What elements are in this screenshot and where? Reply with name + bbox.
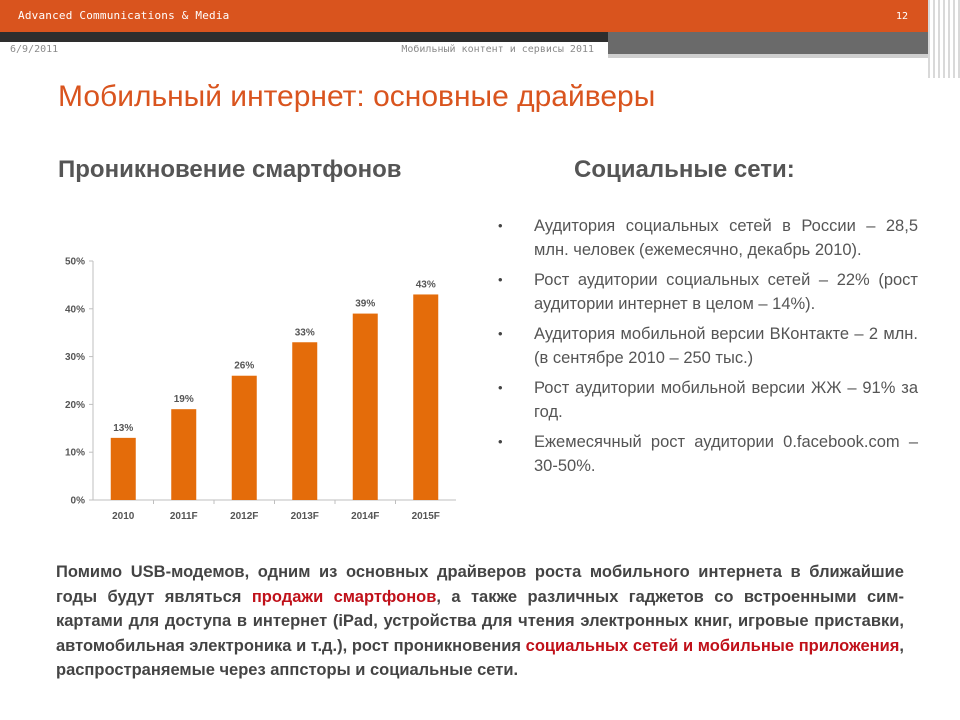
- info-line: 6/9/2011 Мобильный контент и сервисы 201…: [0, 42, 608, 60]
- decorative-dark-bar: [0, 32, 608, 42]
- x-tick-label: 2013F: [291, 511, 319, 522]
- slide-date: 6/9/2011: [10, 44, 59, 55]
- data-label: 19%: [174, 394, 194, 405]
- bullet-dot-icon: •: [498, 272, 503, 287]
- y-tick-label: 50%: [65, 257, 85, 268]
- data-label: 13%: [113, 423, 133, 434]
- decorative-gray-bar: [608, 32, 928, 54]
- social-bullet-text: Ежемесячный рост аудитории 0.facebook.co…: [534, 433, 918, 475]
- social-heading: Социальные сети:: [574, 156, 795, 183]
- data-label: 39%: [355, 299, 375, 310]
- bar: [231, 375, 257, 500]
- social-bullet-text: Аудитория мобильной версии ВКонтакте – 2…: [534, 325, 918, 367]
- y-tick-label: 0%: [71, 496, 86, 507]
- x-tick-label: 2010: [112, 511, 135, 522]
- data-label: 26%: [234, 361, 254, 372]
- social-bullet-text: Аудитория социальных сетей в России – 28…: [534, 217, 918, 259]
- smartphone-penetration-chart: 0% 10% 20% 30% 40% 50% 13% 2010 19% 2011F 26% 2012F…: [65, 257, 456, 522]
- bullet-dot-icon: •: [498, 326, 503, 341]
- data-label: 43%: [416, 279, 436, 290]
- x-tick-label: 2011F: [170, 511, 198, 522]
- decorative-light-bar: [608, 54, 928, 58]
- bullet-dot-icon: •: [498, 380, 503, 395]
- social-bullet-item: • Рост аудитории социальных сетей – 22% (…: [498, 268, 918, 316]
- social-bullet-item: • Рост аудитории мобильной версии ЖЖ – 91…: [498, 376, 918, 424]
- y-tick-label: 40%: [65, 304, 85, 315]
- company-name: Advanced Communications & Media: [18, 9, 230, 22]
- summary-part-2: , а также различных гаджетов со встроенн…: [56, 587, 904, 655]
- social-bullet-item: • Ежемесячный рост аудитории 0.facebook.c…: [498, 430, 918, 478]
- summary-part-3: , распространяемые через аппсторы и соци…: [56, 636, 904, 680]
- bullet-dot-icon: •: [498, 434, 503, 449]
- bar: [413, 294, 439, 500]
- social-bullet-text: Рост аудитории мобильной версии ЖЖ – 91%…: [534, 379, 918, 421]
- social-bullet-text: Рост аудитории социальных сетей – 22% (р…: [534, 271, 918, 313]
- slide-title: Мобильный интернет: основные драйверы: [58, 80, 656, 113]
- social-bullet-item: • Аудитория мобильной версии ВКонтакте – …: [498, 322, 918, 370]
- bullet-dot-icon: •: [498, 218, 503, 233]
- bar: [292, 342, 318, 500]
- bar: [110, 437, 136, 500]
- summary-part-1: Помимо USB-модемов, одним из основных др…: [56, 563, 904, 606]
- y-tick-label: 20%: [65, 400, 85, 411]
- bar: [352, 313, 378, 500]
- header-bar: Advanced Communications & Media 12: [0, 0, 928, 32]
- summary-highlight-smartphones: продажи смартфонов: [251, 587, 437, 606]
- x-tick-label: 2015F: [412, 511, 440, 522]
- social-bullet-item: • Аудитория социальных сетей в России – 2…: [498, 214, 918, 262]
- social-bullet-list: • Аудитория социальных сетей в России – 2…: [498, 214, 918, 484]
- presentation-subtitle: Мобильный контент и сервисы 2011: [401, 44, 594, 55]
- summary-paragraph: Помимо USB-модемов, одним из основных др…: [56, 560, 904, 683]
- summary-highlight-social: социальных сетей и мобильные приложения: [525, 636, 900, 655]
- x-tick-label: 2014F: [351, 511, 379, 522]
- data-label: 33%: [295, 327, 315, 338]
- page-number: 12: [895, 11, 908, 22]
- y-tick-label: 30%: [65, 352, 85, 363]
- x-tick-label: 2012F: [230, 511, 258, 522]
- decorative-stripes: [928, 0, 960, 78]
- bar: [171, 409, 197, 500]
- y-tick-label: 10%: [65, 448, 85, 459]
- smartphone-heading: Проникновение смартфонов: [58, 156, 402, 183]
